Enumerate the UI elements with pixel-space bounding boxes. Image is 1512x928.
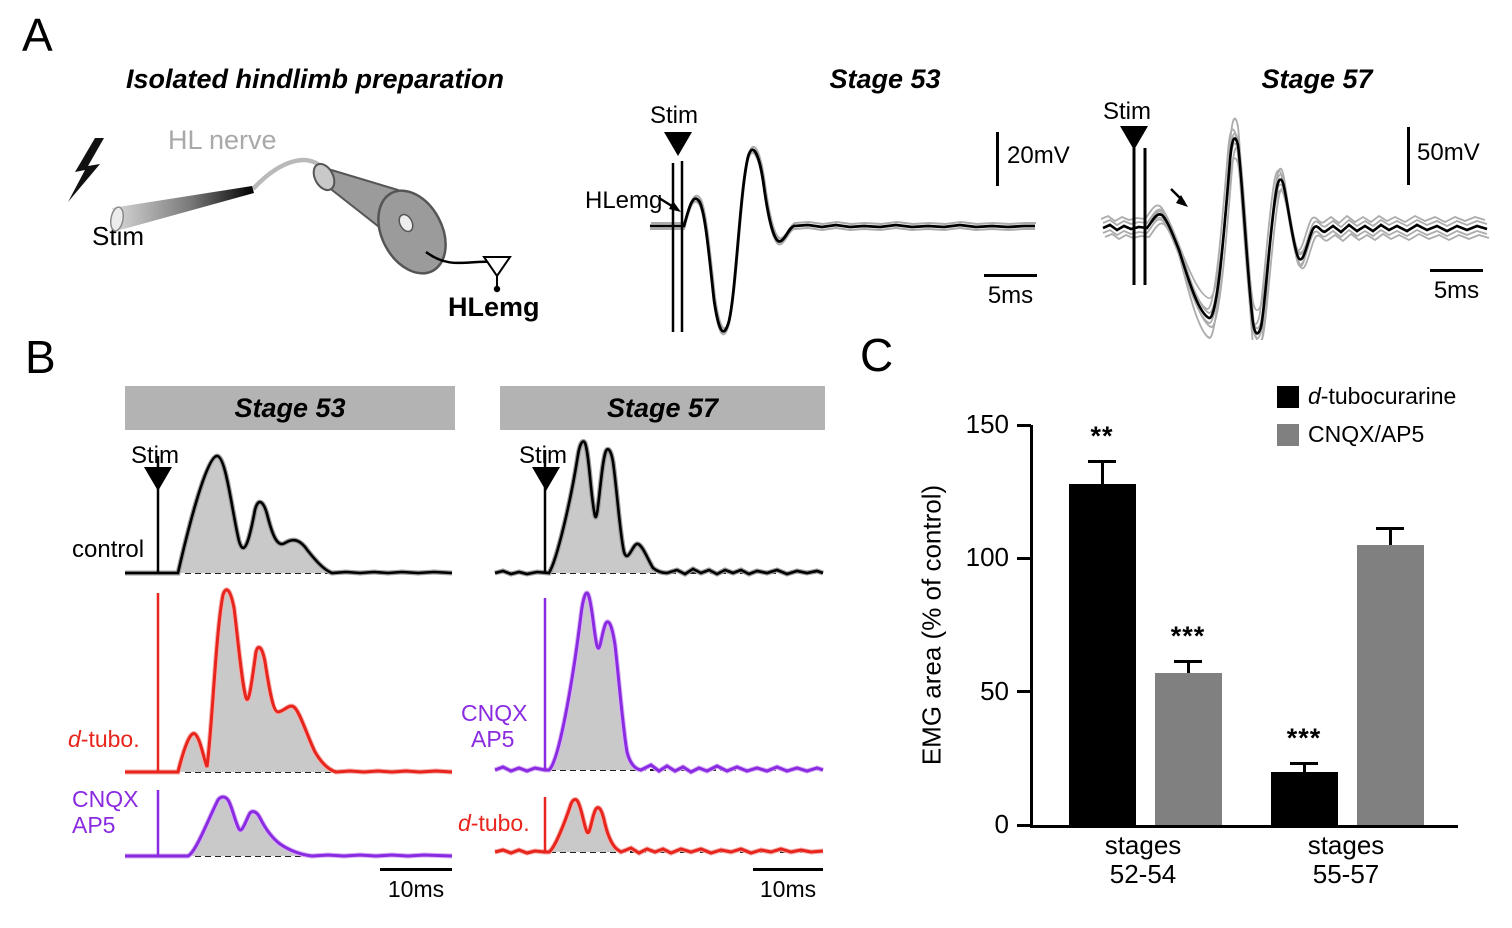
legend-item-d-tubocurarine: d-tubocurarine [1277,383,1456,410]
error-bar-cap [1174,660,1202,664]
stage57-vscale-bar [1407,127,1410,185]
col1-stim-label: Stim [131,442,179,469]
x-group-label-52-54: stages 52-54 [1104,830,1182,889]
panel-b-label: B [25,331,56,383]
col2-stim-label: Stim [519,442,567,469]
y-axis-label: EMG area (% of control) [916,484,947,766]
stage57-trace-plot [1100,117,1490,340]
cnqx-ap5-trace [494,590,824,775]
bar-d-tubocurarine-stages 55-57 [1270,771,1338,825]
significance-label: *** [1286,722,1322,753]
stage53-trace-plot [650,146,1036,336]
muscle-detail [398,213,414,233]
y-tick-label: 150 [965,409,1009,439]
stage57-hscale-bar [1430,269,1483,272]
legend-swatch-cnqx-ap5 [1277,423,1299,446]
stage57-title: Stage 57 [1261,64,1373,94]
y-axis-tick [1017,423,1031,427]
stage53-stim-label: Stim [650,102,698,129]
stage53-vscale-label: 20mV [1007,142,1070,169]
panel-a-label: A [22,9,53,61]
stage57-stim-arrowhead-icon [1120,126,1148,150]
stage53-stim-arrowhead-icon [664,132,692,156]
d-tubo-trace-label: d-tubo. [68,726,140,752]
cnqx-ap5-trace [125,790,453,859]
stage53-drug-traces [125,453,453,859]
legend-label: d-tubocurarine [1308,383,1457,409]
control-trace [125,453,453,576]
error-bar-stem [1302,763,1306,772]
chart-legend: d-tubocurarine CNQX/AP5 [1277,383,1456,459]
error-bar-cap [1376,527,1404,530]
stage53-title: Stage 53 [829,64,941,94]
schematic-hlemg-label: HLemg [448,292,540,322]
hl-nerve-label: HL nerve [168,125,277,155]
prep-title: Isolated hindlimb preparation [125,64,505,94]
x-group-label-55-57: stages 55-57 [1307,830,1385,889]
stage53-hscale-label: 5ms [987,282,1034,309]
ap5-label-line2: AP5 [72,812,116,838]
control-trace [494,439,824,577]
y-tick-label: 50 [980,675,1009,706]
muscle-opening [312,162,336,192]
stage53-mean-trace [650,148,1035,333]
stage57-column-header: Stage 57 [500,386,825,430]
y-axis-tick [1017,690,1031,694]
control-trace-label: control [72,536,145,563]
d-tubo-trace [125,587,453,775]
stage57-vscale-label: 50mV [1417,139,1480,166]
y-tick-label: 0 [994,809,1009,839]
col2-hscale-label: 10ms [759,876,817,902]
col2-d-tubo-trace-label: d-tubo. [458,810,530,836]
d-tubo-trace [494,797,824,856]
bar-CNQX/AP5-stages 52-54 [1154,673,1222,825]
legend-item-cnqx-ap5: CNQX/AP5 [1277,421,1456,448]
recording-electrode-icon [482,256,512,278]
stage53-vscale-bar [996,132,999,186]
legend-label: CNQX/AP5 [1308,421,1425,447]
col2-cnqx-label-line1: CNQX [461,700,528,726]
prep-schematic [68,138,512,293]
bar-CNQX/AP5-stages 55-57 [1356,545,1424,825]
lightning-bolt-icon [68,138,104,202]
error-bar-cap [1290,761,1318,765]
stage57-drug-traces [494,439,824,856]
error-bar-cap [1088,460,1116,464]
y-tick-label: 100 [965,542,1009,573]
significance-label: *** [1170,621,1206,652]
error-bar-stem [1100,462,1104,484]
panel-c-label: C [860,329,894,381]
stage53-hlemg-label: HLemg [585,187,663,214]
col1-hscale-bar [380,868,452,871]
y-axis-tick [1017,823,1031,827]
stim-electrode [112,186,254,230]
legend-swatch-d-tubocurarine [1277,385,1299,408]
col2-ap5-label-line2: AP5 [471,726,515,752]
bar-d-tubocurarine-stages 52-54 [1068,483,1136,825]
stage57-mean-trace [1102,137,1488,335]
electrode-opening [109,206,125,232]
col1-hscale-label: 10ms [387,876,445,902]
stage57-stim-label: Stim [1103,98,1151,125]
significance-label: ** [1090,421,1114,452]
error-bar-stem [1388,529,1392,545]
bar-chart: 0 50 100 150 ** *** *** [966,410,1458,838]
stage53-column-header: Stage 53 [125,386,455,430]
stage57-hscale-label: 5ms [1433,277,1480,304]
col2-hscale-bar [753,868,823,871]
stage53-hscale-bar [984,274,1037,277]
cnqx-label-line1: CNQX [72,786,139,812]
y-axis-tick [1017,556,1031,560]
error-bar-stem [1186,662,1190,673]
